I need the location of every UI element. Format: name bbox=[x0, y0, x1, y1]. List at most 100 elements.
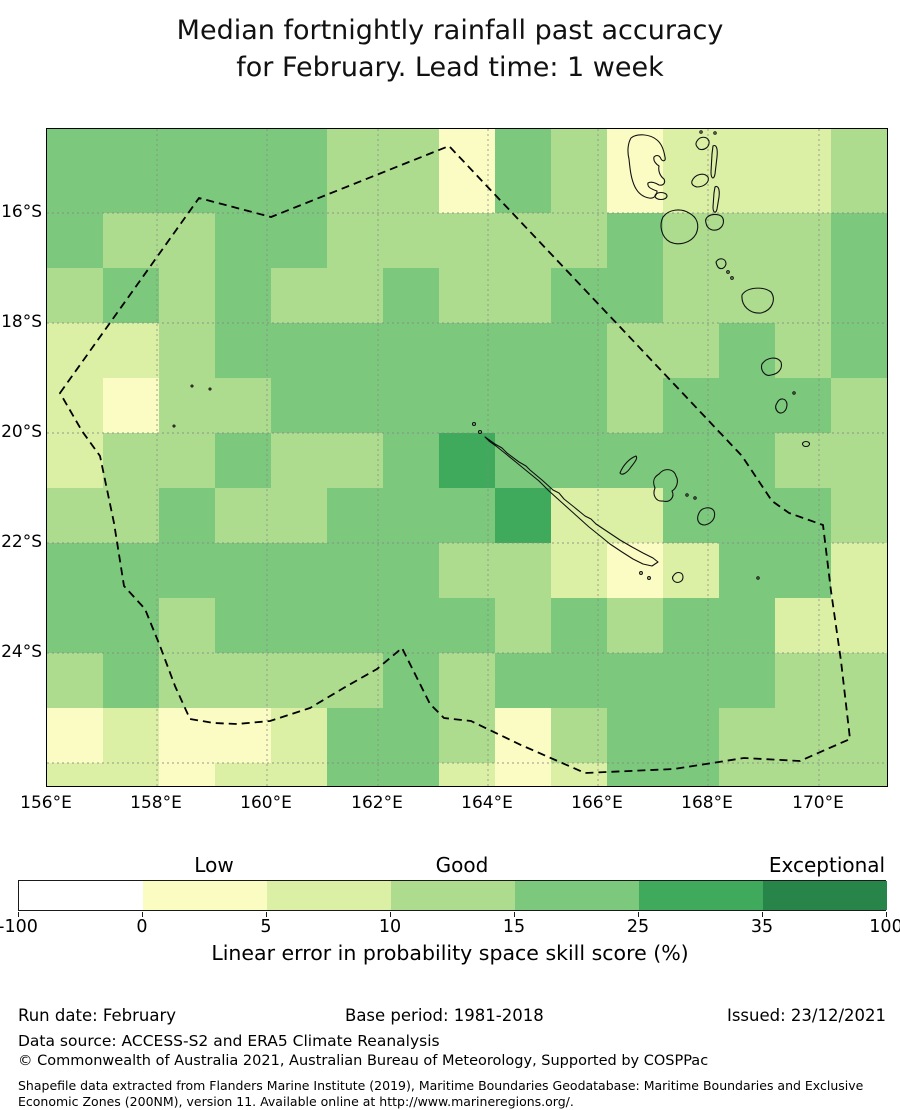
heatmap-cell bbox=[383, 708, 439, 763]
heatmap-cell bbox=[607, 598, 663, 653]
issued-date-label: Issued: 23/12/2021 bbox=[726, 1006, 886, 1025]
heatmap-cell bbox=[327, 488, 383, 543]
colorbar-tick bbox=[762, 912, 763, 917]
heatmap-cell bbox=[327, 323, 383, 378]
lon-tick-label: 160°E bbox=[240, 793, 292, 813]
heatmap-cell bbox=[607, 543, 663, 598]
matthew-island-icon bbox=[756, 576, 760, 580]
colorbar-segment bbox=[763, 881, 887, 910]
heatmap-cell bbox=[159, 378, 215, 433]
heatmap-cell bbox=[47, 543, 103, 598]
heatmap-cell bbox=[383, 433, 439, 488]
heatmap-cell bbox=[831, 213, 887, 268]
heatmap-cell bbox=[103, 268, 159, 323]
heatmap-cell bbox=[271, 543, 327, 598]
lat-tick-label: 16°S bbox=[1, 202, 42, 222]
shapefile-attribution: Shapefile data extracted from Flanders M… bbox=[18, 1078, 864, 1109]
heatmap-cell bbox=[495, 213, 551, 268]
heatmap-cell bbox=[439, 213, 495, 268]
lon-tick-label: 156°E bbox=[20, 793, 72, 813]
heatmap-cell bbox=[327, 378, 383, 433]
heatmap-cell bbox=[831, 378, 887, 433]
figure-title-line1: Median fortnightly rainfall past accurac… bbox=[176, 15, 724, 46]
heatmap-cell bbox=[47, 129, 103, 158]
belep-islet-icon bbox=[471, 421, 477, 427]
heatmap-cell bbox=[327, 433, 383, 488]
heatmap-cell bbox=[831, 708, 887, 763]
lon-tick-label: 158°E bbox=[130, 793, 182, 813]
figure-title: Median fortnightly rainfall past accurac… bbox=[0, 12, 900, 86]
heatmap-cell bbox=[47, 268, 103, 323]
heatmap-cell bbox=[495, 268, 551, 323]
heatmap-cell bbox=[383, 763, 439, 786]
torres-islet-icon bbox=[699, 130, 703, 134]
heatmap-cell bbox=[271, 158, 327, 213]
heatmap-cell bbox=[719, 763, 775, 786]
lon-tick-label: 170°E bbox=[792, 793, 844, 813]
colorbar-tick-label: 100 bbox=[869, 917, 900, 937]
heatmap-cell bbox=[271, 129, 327, 158]
heatmap-cell bbox=[831, 433, 887, 488]
heatmap-cell bbox=[831, 323, 887, 378]
heatmap-cell bbox=[383, 543, 439, 598]
lon-tick-label: 164°E bbox=[461, 793, 513, 813]
heatmap-cell bbox=[775, 488, 831, 543]
heatmap-cell bbox=[271, 433, 327, 488]
efate-coastline bbox=[741, 287, 774, 314]
heatmap-cell bbox=[663, 129, 719, 158]
heatmap-cell bbox=[47, 213, 103, 268]
colorbar-tick-label: 0 bbox=[136, 917, 148, 937]
erromango-coastline bbox=[761, 357, 782, 376]
heatmap-cell bbox=[47, 598, 103, 653]
heatmap-cell bbox=[607, 708, 663, 763]
colorbar-tick bbox=[514, 912, 515, 917]
heatmap-cell bbox=[775, 268, 831, 323]
colorbar-tick bbox=[18, 912, 19, 917]
heatmap-cell bbox=[719, 158, 775, 213]
ambae-coastline bbox=[691, 173, 709, 188]
heatmap-cell bbox=[439, 268, 495, 323]
heatmap-cell bbox=[215, 598, 271, 653]
heatmap-cell bbox=[159, 708, 215, 763]
heatmap-cell bbox=[551, 129, 607, 158]
heatmap-cell bbox=[719, 488, 775, 543]
chesterfield-islet-icon bbox=[190, 384, 194, 388]
heatmap-cell bbox=[775, 129, 831, 158]
belep-islet-icon bbox=[477, 429, 483, 435]
heatmap-cell bbox=[831, 488, 887, 543]
heatmap-cell bbox=[607, 488, 663, 543]
heatmap-cell bbox=[159, 488, 215, 543]
colorbar-caption: Linear error in probability space skill … bbox=[211, 941, 689, 965]
heatmap-cell bbox=[607, 378, 663, 433]
epi-coastline bbox=[715, 258, 727, 270]
heatmap-cell bbox=[775, 763, 831, 786]
heatmap-cell bbox=[47, 653, 103, 708]
heatmap-cell bbox=[607, 129, 663, 158]
heatmap-cell bbox=[831, 763, 887, 786]
heatmap-cell bbox=[215, 213, 271, 268]
heatmap-cell bbox=[159, 323, 215, 378]
heatmap-cell bbox=[383, 323, 439, 378]
heatmap-cell bbox=[607, 268, 663, 323]
colorbar-segment bbox=[19, 881, 143, 910]
heatmap-cell bbox=[327, 763, 383, 786]
heatmap-cell bbox=[47, 378, 103, 433]
heatmap-cell bbox=[103, 653, 159, 708]
heatmap-cell bbox=[215, 488, 271, 543]
heatmap-cell bbox=[663, 268, 719, 323]
colorbar-tick bbox=[886, 912, 887, 917]
heatmap-cell bbox=[775, 158, 831, 213]
heatmap-cell bbox=[215, 653, 271, 708]
heatmap-cell bbox=[775, 543, 831, 598]
pentecost-coastline bbox=[712, 185, 720, 213]
heatmap-cell bbox=[215, 543, 271, 598]
walpole-island-icon bbox=[801, 440, 811, 448]
heatmap-cell bbox=[159, 763, 215, 786]
heatmap-cell bbox=[775, 653, 831, 708]
lon-tick-label: 168°E bbox=[681, 793, 733, 813]
heatmap-cell bbox=[831, 543, 887, 598]
heatmap-cell bbox=[383, 488, 439, 543]
heatmap-cell bbox=[271, 598, 327, 653]
heatmap-cell bbox=[159, 129, 215, 158]
